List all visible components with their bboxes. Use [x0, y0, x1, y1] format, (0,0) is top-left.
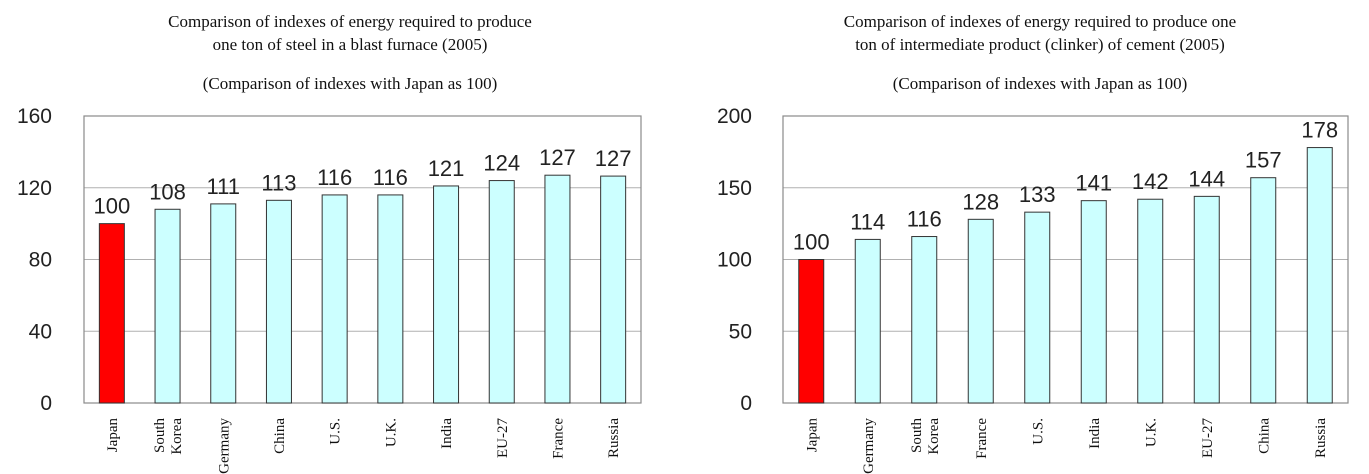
bar: [377, 194, 404, 404]
bar: [488, 180, 515, 404]
bar: [98, 223, 125, 404]
category-label: China: [1256, 418, 1272, 454]
bar: [1193, 195, 1220, 404]
plot-frame: [83, 115, 642, 404]
bar: [911, 236, 938, 404]
category-label: U.K.: [1143, 418, 1159, 447]
y-tick-label: 150: [717, 177, 752, 200]
category-label: EU-27: [1200, 418, 1216, 458]
category-label: Korea: [926, 418, 942, 455]
category-label: Japan: [804, 418, 820, 453]
bar: [433, 185, 460, 404]
data-label: 116: [373, 165, 408, 190]
cement-chart: Comparison of indexes of energy required…: [717, 12, 1349, 474]
data-label: 108: [149, 179, 186, 204]
category-label: U.K.: [383, 418, 399, 447]
category-label: Korea: [169, 418, 185, 455]
chart-title-line: ton of intermediate product (clinker) of…: [855, 35, 1225, 54]
category-label: EU-27: [495, 418, 511, 458]
data-label: 127: [539, 145, 576, 170]
bar: [154, 208, 181, 404]
bar: [1250, 177, 1277, 404]
bar: [321, 194, 348, 404]
category-label: South: [909, 418, 925, 454]
bar: [798, 259, 825, 404]
category-label: Germany: [861, 418, 877, 474]
bar: [1306, 147, 1333, 404]
bar: [210, 203, 237, 404]
bar: [967, 218, 994, 404]
data-label: 100: [793, 230, 830, 255]
category-label: U.S.: [1030, 418, 1046, 445]
category-label: India: [1087, 418, 1103, 449]
y-tick-label: 100: [717, 249, 752, 272]
data-label: 100: [93, 194, 130, 219]
category-label: India: [439, 418, 455, 449]
plot-frame: [782, 115, 1349, 404]
bar: [1137, 198, 1164, 404]
bar: [600, 175, 627, 404]
data-label: 144: [1188, 166, 1225, 191]
chart-subtitle: (Comparison of indexes with Japan as 100…: [893, 74, 1188, 93]
data-label: 133: [1019, 182, 1056, 207]
data-label: 111: [207, 174, 240, 199]
y-tick-label: 0: [740, 392, 752, 415]
y-tick-label: 160: [17, 105, 52, 128]
data-label: 141: [1075, 171, 1112, 196]
y-tick-label: 200: [717, 105, 752, 128]
category-label: China: [272, 418, 288, 454]
data-label: 142: [1132, 169, 1169, 194]
category-label: U.S.: [328, 418, 344, 445]
chart-title-line: one ton of steel in a blast furnace (200…: [213, 35, 488, 54]
y-tick-label: 50: [729, 320, 752, 343]
data-label: 157: [1245, 148, 1282, 173]
data-label: 178: [1301, 118, 1338, 143]
data-label: 113: [261, 170, 296, 195]
data-label: 116: [317, 165, 352, 190]
y-tick-label: 80: [29, 249, 52, 272]
data-label: 124: [483, 151, 520, 176]
chart-title-line: Comparison of indexes of energy required…: [168, 12, 532, 31]
chart-subtitle: (Comparison of indexes with Japan as 100…: [203, 74, 498, 93]
data-label: 128: [962, 189, 999, 214]
category-label: Russia: [1313, 418, 1329, 458]
category-label: Russia: [606, 418, 622, 458]
category-label: Japan: [105, 418, 121, 453]
chart-title-line: Comparison of indexes of energy required…: [844, 12, 1236, 31]
bar: [1080, 200, 1107, 404]
steel-chart: Comparison of indexes of energy required…: [17, 12, 642, 474]
category-label: France: [974, 418, 990, 459]
data-label: 116: [907, 207, 942, 232]
y-tick-label: 0: [40, 392, 52, 415]
bar: [854, 238, 881, 404]
category-label: France: [550, 418, 566, 459]
bar: [1024, 211, 1051, 404]
data-label: 127: [595, 146, 632, 171]
y-tick-label: 120: [17, 177, 52, 200]
data-label: 114: [850, 209, 885, 234]
data-label: 121: [428, 156, 465, 181]
bar: [265, 199, 292, 404]
category-label: Germany: [216, 418, 232, 474]
y-tick-label: 40: [29, 320, 52, 343]
bar: [544, 174, 571, 404]
category-label: South: [152, 418, 168, 454]
